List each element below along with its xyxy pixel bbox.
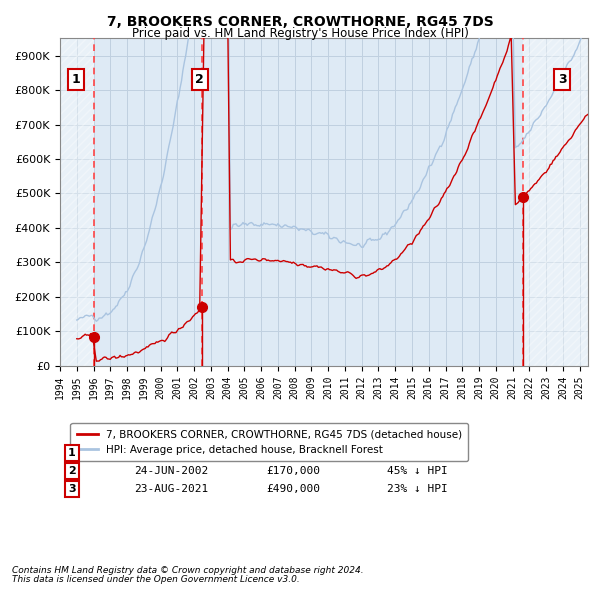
Text: 24-JUN-2002: 24-JUN-2002 (134, 466, 208, 476)
Text: 7, BROOKERS CORNER, CROWTHORNE, RG45 7DS: 7, BROOKERS CORNER, CROWTHORNE, RG45 7DS (107, 15, 493, 29)
Bar (94, 38, 202, 366)
Text: 3: 3 (68, 484, 76, 494)
Text: 1: 1 (68, 448, 76, 458)
Bar (523, 38, 588, 366)
Text: 12-JAN-1996: 12-JAN-1996 (134, 448, 208, 458)
Text: Contains HM Land Registry data © Crown copyright and database right 2024.: Contains HM Land Registry data © Crown c… (12, 566, 364, 575)
Bar (60, 38, 94, 366)
Text: Price paid vs. HM Land Registry's House Price Index (HPI): Price paid vs. HM Land Registry's House … (131, 27, 469, 40)
Text: £490,000: £490,000 (266, 484, 320, 494)
Text: £84,000: £84,000 (266, 448, 313, 458)
Text: 3: 3 (558, 73, 566, 86)
Bar (202, 38, 523, 366)
Text: 2: 2 (68, 466, 76, 476)
Text: 2: 2 (196, 73, 204, 86)
Bar (60, 38, 94, 366)
Text: 45% ↓ HPI: 45% ↓ HPI (388, 466, 448, 476)
Text: 23% ↓ HPI: 23% ↓ HPI (388, 484, 448, 494)
Bar (523, 38, 588, 366)
Legend: 7, BROOKERS CORNER, CROWTHORNE, RG45 7DS (detached house), HPI: Average price, d: 7, BROOKERS CORNER, CROWTHORNE, RG45 7DS… (70, 424, 468, 461)
Text: This data is licensed under the Open Government Licence v3.0.: This data is licensed under the Open Gov… (12, 575, 300, 584)
Text: £170,000: £170,000 (266, 466, 320, 476)
Text: 1: 1 (72, 73, 80, 86)
Text: 23-AUG-2021: 23-AUG-2021 (134, 484, 208, 494)
Text: 37% ↓ HPI: 37% ↓ HPI (388, 448, 448, 458)
